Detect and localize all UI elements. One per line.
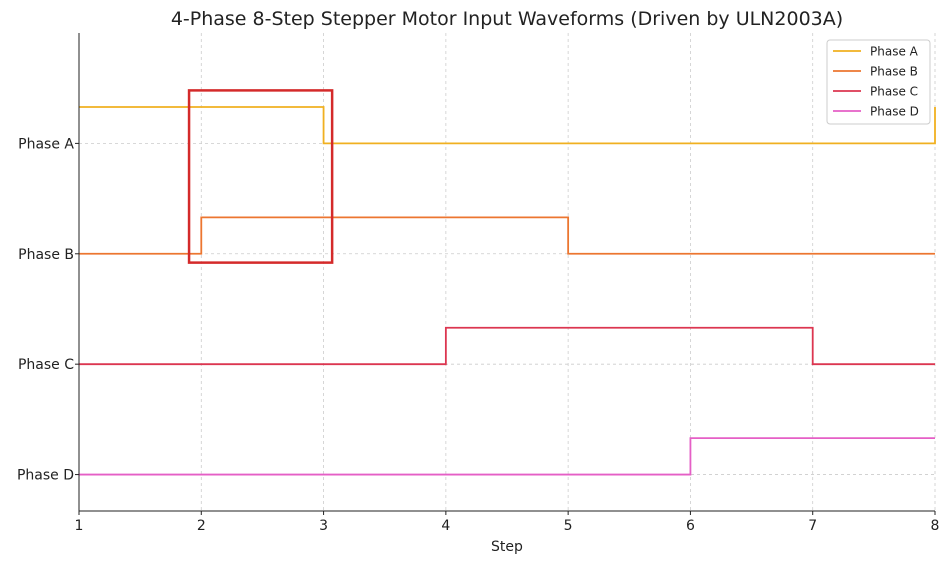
axes	[78, 33, 935, 512]
x-tick-label: 1	[75, 518, 84, 534]
series-line-phase-a	[79, 106, 936, 145]
legend-label: Phase B	[870, 65, 918, 79]
x-axis-label: Step	[491, 539, 523, 555]
highlight-box	[187, 89, 334, 264]
x-tick-label: 7	[808, 518, 817, 534]
x-tick-label: 5	[564, 518, 573, 534]
legend-label: Phase C	[870, 85, 918, 99]
grid	[78, 33, 936, 511]
y-tick-label: Phase A	[18, 136, 74, 152]
y-tick-label: Phase B	[18, 247, 74, 263]
annotations	[187, 89, 334, 264]
series-line-phase-d	[79, 437, 935, 476]
chart-title: 4-Phase 8-Step Stepper Motor Input Wavef…	[171, 8, 843, 30]
x-tick-label: 4	[441, 518, 450, 534]
legend: Phase A Phase B Phase C Phase D	[826, 39, 931, 125]
series-group	[79, 106, 936, 476]
x-tick-label: 8	[931, 518, 940, 534]
legend-frame	[826, 39, 931, 125]
series-line-phase-b	[79, 216, 935, 255]
x-tick-label: 3	[319, 518, 328, 534]
x-tick-label: 2	[197, 518, 206, 534]
legend-label: Phase D	[870, 105, 919, 119]
legend-label: Phase A	[870, 45, 919, 59]
series-line-phase-c	[79, 326, 935, 366]
y-tick-label: Phase D	[17, 468, 74, 484]
y-ticks: Phase A Phase B Phase C Phase D	[17, 136, 79, 484]
x-tick-label: 6	[686, 518, 695, 534]
x-ticks: 1 2 3 4 5 6 7 8	[75, 511, 940, 534]
y-tick-label: Phase C	[18, 357, 74, 373]
